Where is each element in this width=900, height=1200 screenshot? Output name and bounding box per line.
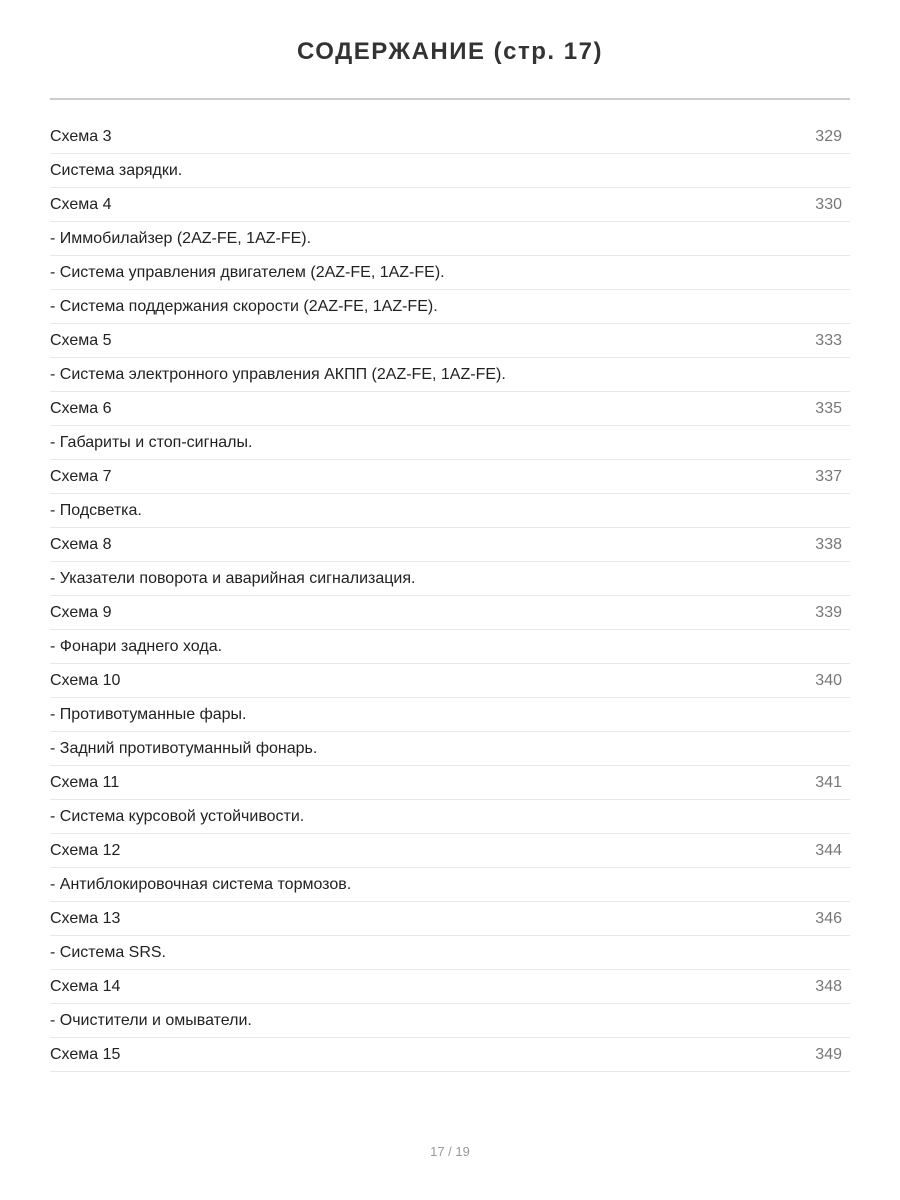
toc-entry-label: - Антиблокировочная система тормозов.: [50, 875, 352, 893]
toc-entry[interactable]: Схема 15 349: [50, 1038, 850, 1072]
toc-entry-label: - Подсветка.: [50, 501, 142, 519]
toc-entry-label: Схема 8: [50, 535, 112, 553]
toc-entry-label: Система зарядки.: [50, 161, 183, 179]
toc-entry-label: Схема 15: [50, 1045, 121, 1063]
toc-entry-page: 330: [815, 195, 842, 213]
toc-entry-page: 348: [815, 977, 842, 995]
toc-entry[interactable]: - Очистители и омыватели.: [50, 1004, 850, 1038]
toc-entry-label: Схема 13: [50, 909, 121, 927]
toc-entry[interactable]: - Задний противотуманный фонарь.: [50, 732, 850, 766]
toc-entry[interactable]: Система зарядки.: [50, 154, 850, 188]
toc-entry-label: - Задний противотуманный фонарь.: [50, 739, 318, 757]
toc-entry-label: Схема 6: [50, 399, 112, 417]
toc-entry-page: 341: [815, 773, 842, 791]
toc-entry[interactable]: Схема 4 330: [50, 188, 850, 222]
toc-entry[interactable]: Схема 12 344: [50, 834, 850, 868]
toc-entry[interactable]: - Фонари заднего хода.: [50, 630, 850, 664]
toc-entry[interactable]: Схема 3 329: [50, 120, 850, 154]
toc-entry[interactable]: - Система поддержания скорости (2AZ-FE, …: [50, 290, 850, 324]
toc-entry-label: - Габариты и стоп-сигналы.: [50, 433, 253, 451]
toc-entry-page: 337: [815, 467, 842, 485]
toc-entry[interactable]: Схема 9 339: [50, 596, 850, 630]
toc-entry-label: - Противотуманные фары.: [50, 705, 247, 723]
toc-entry-label: - Фонари заднего хода.: [50, 637, 223, 655]
toc-entry-label: Схема 9: [50, 603, 112, 621]
toc-entry[interactable]: - Антиблокировочная система тормозов.: [50, 868, 850, 902]
toc-entry-label: Схема 14: [50, 977, 121, 995]
toc-entry-label: - Очистители и омыватели.: [50, 1011, 252, 1029]
toc-entry[interactable]: Схема 11 341: [50, 766, 850, 800]
toc-entry-label: Схема 10: [50, 671, 121, 689]
toc-entry[interactable]: Схема 10 340: [50, 664, 850, 698]
toc-list: Схема 3 329 Система зарядки. Схема 4 330 - Им…: [50, 120, 850, 1072]
toc-entry-page: 349: [815, 1045, 842, 1063]
toc-entry[interactable]: Схема 13 346: [50, 902, 850, 936]
toc-entry[interactable]: - Подсветка.: [50, 494, 850, 528]
toc-entry-label: Схема 5: [50, 331, 112, 349]
toc-entry[interactable]: - Система курсовой устойчивости.: [50, 800, 850, 834]
toc-entry-label: Схема 3: [50, 127, 112, 145]
toc-entry[interactable]: - Габариты и стоп-сигналы.: [50, 426, 850, 460]
toc-entry[interactable]: - Указатели поворота и аварийная сигнали…: [50, 562, 850, 596]
toc-entry-label: Схема 7: [50, 467, 112, 485]
toc-entry[interactable]: - Иммобилайзер (2AZ-FE, 1AZ-FE).: [50, 222, 850, 256]
toc-entry-page: 340: [815, 671, 842, 689]
toc-entry-page: 338: [815, 535, 842, 553]
toc-entry-label: - Система SRS.: [50, 943, 166, 961]
toc-entry-label: - Иммобилайзер (2AZ-FE, 1AZ-FE).: [50, 229, 312, 247]
toc-entry-page: 346: [815, 909, 842, 927]
title-divider: [50, 98, 850, 100]
toc-entry[interactable]: Схема 8 338: [50, 528, 850, 562]
toc-entry-page: 335: [815, 399, 842, 417]
toc-entry-page: 333: [815, 331, 842, 349]
toc-entry[interactable]: - Противотуманные фары.: [50, 698, 850, 732]
toc-entry-label: - Система курсовой устойчивости.: [50, 807, 305, 825]
toc-entry-label: Схема 11: [50, 773, 120, 791]
page-indicator: 17 / 19: [430, 1144, 470, 1159]
page-title: СОДЕРЖАНИЕ (стр. 17): [297, 38, 603, 65]
toc-entry-label: - Система поддержания скорости (2AZ-FE, …: [50, 297, 438, 315]
toc-entry[interactable]: - Система SRS.: [50, 936, 850, 970]
toc-entry-label: Схема 12: [50, 841, 121, 859]
toc-entry[interactable]: Схема 14 348: [50, 970, 850, 1004]
toc-entry[interactable]: - Система управления двигателем (2AZ-FE,…: [50, 256, 850, 290]
toc-entry[interactable]: Схема 6 335: [50, 392, 850, 426]
toc-entry-label: - Указатели поворота и аварийная сигнали…: [50, 569, 416, 587]
toc-entry[interactable]: Схема 7 337: [50, 460, 850, 494]
toc-entry-label: - Система электронного управления АКПП (…: [50, 365, 506, 383]
toc-entry-label: Схема 4: [50, 195, 112, 213]
toc-entry[interactable]: Схема 5 333: [50, 324, 850, 358]
toc-entry-label: - Система управления двигателем (2AZ-FE,…: [50, 263, 445, 281]
toc-entry-page: 329: [815, 127, 842, 145]
toc-entry-page: 339: [815, 603, 842, 621]
toc-entry-page: 344: [815, 841, 842, 859]
toc-entry[interactable]: - Система электронного управления АКПП (…: [50, 358, 850, 392]
